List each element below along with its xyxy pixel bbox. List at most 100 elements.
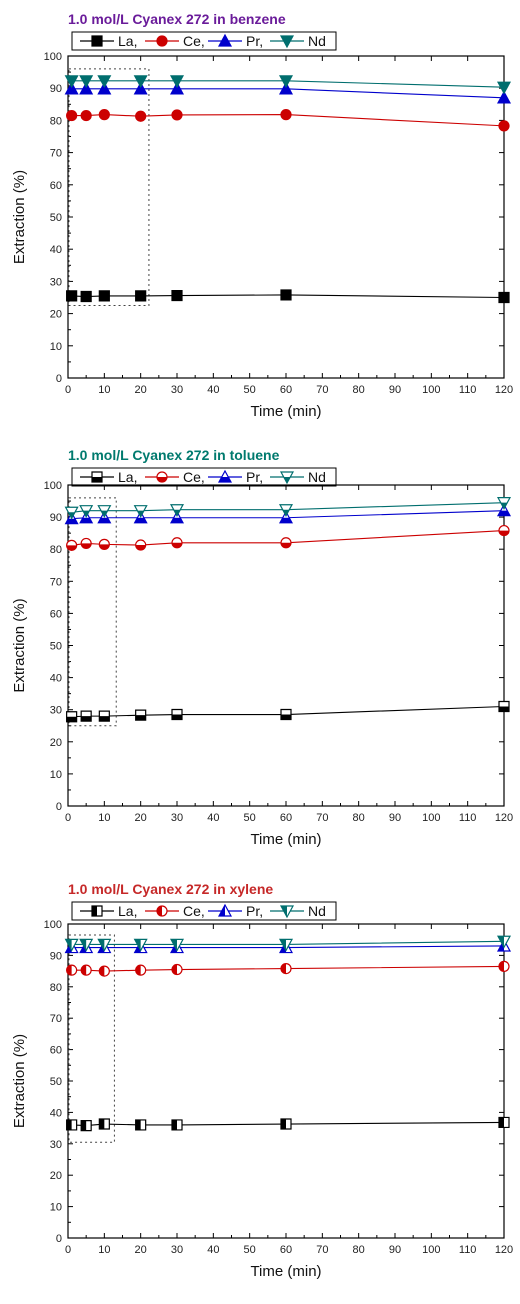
- data-point: [135, 964, 147, 976]
- data-point: [496, 90, 512, 104]
- y-tick-label: 100: [44, 919, 62, 931]
- y-tick-label: 40: [50, 673, 62, 685]
- series-square: [66, 1116, 510, 1132]
- x-tick-label: 110: [459, 1244, 477, 1256]
- data-point: [498, 700, 510, 713]
- legend-marker-triangle-up: [217, 33, 233, 47]
- x-tick-label: 50: [244, 384, 256, 396]
- series-circle: [66, 960, 510, 977]
- y-tick-label: 100: [44, 480, 62, 492]
- data-point: [98, 1118, 110, 1130]
- y-tick-label: 50: [50, 1076, 62, 1088]
- y-tick-label: 10: [50, 341, 62, 353]
- data-point: [80, 290, 92, 303]
- x-tick-label: 20: [135, 1244, 147, 1256]
- data-point: [64, 75, 79, 89]
- data-point: [133, 505, 148, 518]
- legend-label: Ce,: [183, 903, 205, 919]
- data-point: [498, 524, 510, 537]
- y-tick-label: 0: [56, 373, 62, 385]
- x-tick-label: 90: [389, 384, 401, 396]
- data-point: [171, 1119, 183, 1131]
- data-point: [98, 109, 110, 121]
- x-tick-label: 90: [389, 812, 401, 824]
- x-axis-label: Time (min): [250, 1263, 321, 1280]
- y-tick-label: 90: [50, 950, 62, 962]
- x-tick-label: 110: [459, 812, 477, 824]
- x-axis-label: Time (min): [250, 403, 321, 420]
- legend-marker-triangle-up: [217, 469, 233, 483]
- data-point: [64, 938, 79, 952]
- x-tick-label: 20: [135, 384, 147, 396]
- data-point: [133, 81, 148, 95]
- x-tick-label: 30: [171, 812, 183, 824]
- data-point: [171, 708, 183, 721]
- data-point: [79, 81, 94, 95]
- data-point: [80, 964, 92, 976]
- data-point: [496, 81, 512, 95]
- y-tick-label: 50: [50, 212, 62, 224]
- legend-label: Nd: [308, 469, 326, 485]
- legend-label: Nd: [308, 33, 326, 49]
- legend: La, Ce, Pr, Nd: [71, 467, 337, 487]
- data-point: [66, 711, 78, 723]
- data-point: [97, 938, 112, 952]
- x-tick-label: 120: [495, 1244, 513, 1256]
- legend-marker-triangle-down: [279, 35, 295, 49]
- y-tick-label: 70: [50, 1013, 62, 1025]
- x-tick-label: 20: [135, 812, 147, 824]
- x-tick-label: 10: [98, 812, 110, 824]
- x-tick-label: 70: [316, 1244, 328, 1256]
- x-tick-label: 90: [389, 1244, 401, 1256]
- x-tick-label: 70: [316, 384, 328, 396]
- data-point: [80, 109, 92, 122]
- data-point: [98, 290, 110, 302]
- data-point: [280, 289, 292, 301]
- data-point: [498, 291, 510, 304]
- legend-label: La,: [118, 33, 137, 49]
- y-tick-label: 80: [50, 982, 62, 994]
- chart-panel-3: 1.0 mol/L Cyanex 272 in xylene La, Ce, Pr, N…: [11, 881, 513, 1280]
- data-point: [280, 962, 292, 975]
- data-point: [171, 537, 183, 549]
- y-axis-label: Extraction (%): [11, 170, 28, 264]
- x-tick-label: 0: [65, 384, 71, 396]
- data-point: [64, 81, 79, 95]
- data-point: [64, 506, 79, 520]
- y-tick-label: 30: [50, 705, 62, 717]
- y-tick-label: 100: [44, 51, 62, 63]
- chart-title: 1.0 mol/L Cyanex 272 in benzene: [68, 11, 286, 27]
- data-point: [278, 504, 294, 517]
- x-tick-label: 30: [171, 1244, 183, 1256]
- x-tick-label: 30: [171, 384, 183, 396]
- data-point: [97, 505, 112, 518]
- data-point: [169, 510, 185, 524]
- data-point: [278, 938, 294, 952]
- x-tick-label: 10: [98, 384, 110, 396]
- data-point: [97, 81, 112, 95]
- x-tick-label: 60: [280, 812, 292, 824]
- legend-marker-triangle-down: [279, 471, 295, 485]
- x-tick-label: 0: [65, 812, 71, 824]
- highlight-box: [68, 497, 117, 727]
- data-point: [66, 964, 78, 976]
- data-point: [278, 510, 294, 524]
- legend: La, Ce, Pr, Nd: [71, 31, 337, 51]
- series-square: [66, 700, 510, 723]
- x-tick-label: 10: [98, 1244, 110, 1256]
- chart-panel-2: 1.0 mol/L Cyanex 272 in toluene La, Ce, Pr,…: [11, 447, 513, 848]
- data-point: [98, 710, 110, 722]
- data-point: [169, 504, 185, 517]
- data-point: [66, 539, 78, 551]
- chart-panel-1: 1.0 mol/L Cyanex 272 in benzene La, Ce, Pr,…: [11, 11, 513, 420]
- y-tick-label: 80: [50, 115, 62, 127]
- y-tick-label: 70: [50, 148, 62, 160]
- highlight-box: [68, 68, 150, 307]
- x-axis-label: Time (min): [250, 831, 321, 848]
- x-tick-label: 100: [422, 384, 440, 396]
- data-point: [66, 109, 78, 122]
- y-axis-label: Extraction (%): [11, 1034, 28, 1128]
- legend-marker-circle: [156, 471, 168, 483]
- plot-frame: [67, 484, 505, 807]
- x-tick-label: 120: [495, 384, 513, 396]
